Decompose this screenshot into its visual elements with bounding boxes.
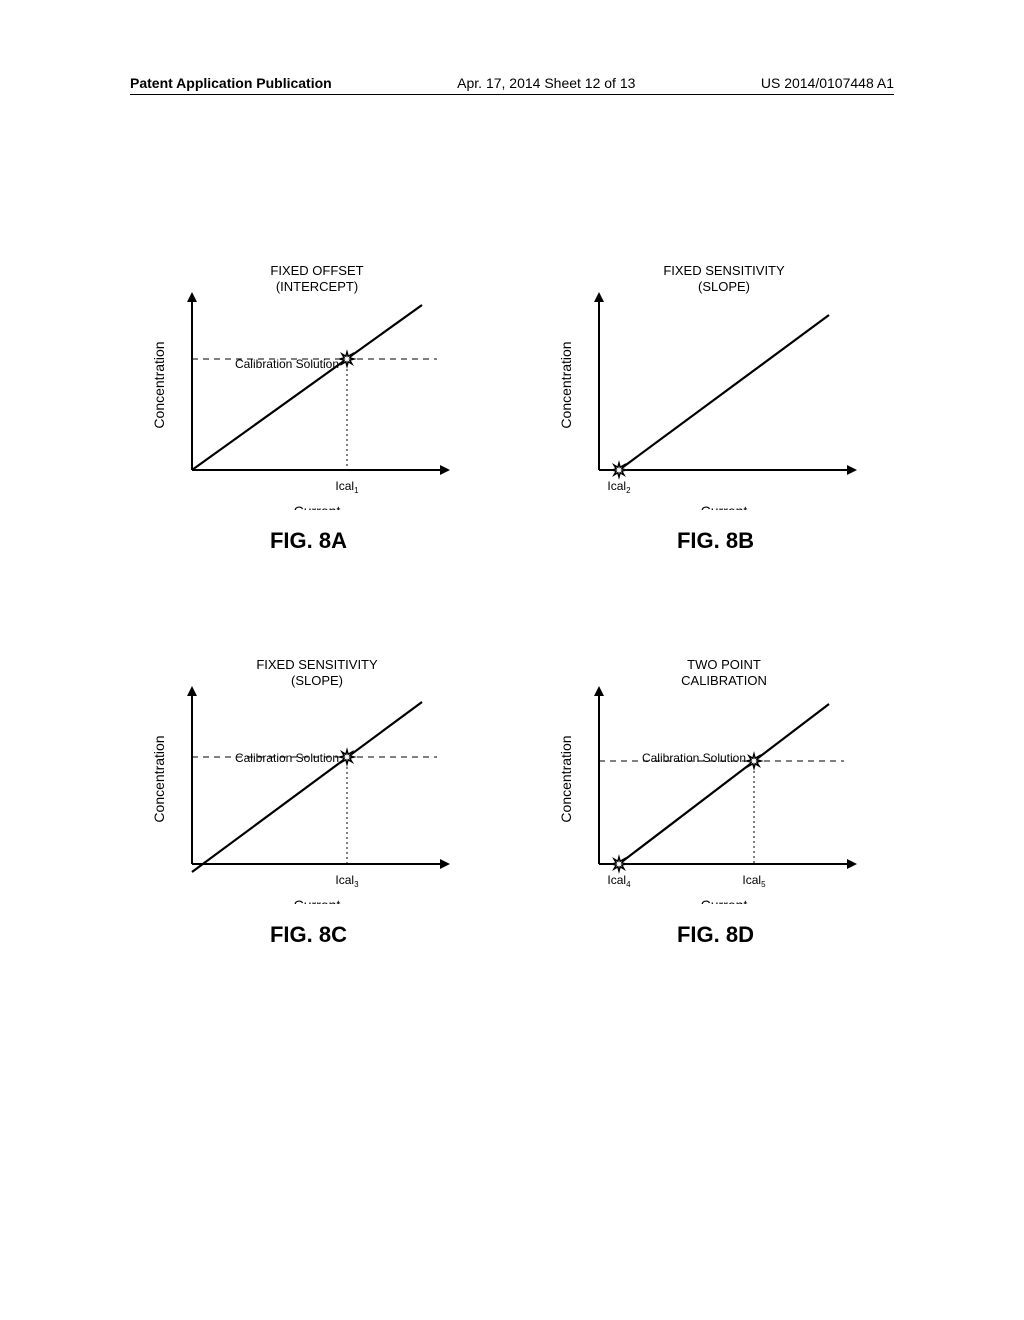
x-axis-tick-label: Ical5 <box>742 873 766 889</box>
figure-panel: FIXED SENSITIVITY(SLOPE) Concentration Cur… <box>537 260 894 554</box>
calibration-chart: FIXED SENSITIVITY(SLOPE) Concentration Cur… <box>144 654 474 904</box>
chart-title-line: FIXED SENSITIVITY <box>663 263 785 278</box>
x-axis-label: Current <box>293 503 340 510</box>
axis-arrowhead-icon <box>594 686 604 696</box>
figure-label: FIG. 8D <box>677 922 754 948</box>
chart-title-line: FIXED OFFSET <box>270 263 363 278</box>
axis-arrowhead-icon <box>594 292 604 302</box>
figure-label: FIG. 8A <box>270 528 347 554</box>
calibration-point-marker <box>340 750 354 764</box>
header-left: Patent Application Publication <box>130 75 332 91</box>
figure-label: FIG. 8B <box>677 528 754 554</box>
x-axis-tick-label: Ical4 <box>607 873 631 889</box>
axis-arrowhead-icon <box>440 465 450 475</box>
chart-area: FIXED SENSITIVITY(SLOPE) Concentration Cur… <box>144 654 474 904</box>
calibration-solution-label: Calibration Solution <box>234 751 338 765</box>
header-right: US 2014/0107448 A1 <box>761 75 894 91</box>
x-axis-tick-label: Ical1 <box>335 479 359 495</box>
calibration-line <box>192 702 422 872</box>
page-header: Patent Application Publication Apr. 17, … <box>130 75 894 95</box>
calibration-point-marker <box>612 857 626 871</box>
x-axis-label: Current <box>700 503 747 510</box>
figure-panel: TWO POINTCALIBRATION Concentration Current… <box>537 654 894 948</box>
axis-arrowhead-icon <box>187 292 197 302</box>
figure-panel: FIXED OFFSET(INTERCEPT) Concentration Curr… <box>130 260 487 554</box>
axis-arrowhead-icon <box>847 465 857 475</box>
y-axis-label: Concentration <box>558 735 574 822</box>
chart-area: FIXED OFFSET(INTERCEPT) Concentration Curr… <box>144 260 474 510</box>
chart-title-line: TWO POINT <box>687 657 761 672</box>
calibration-line <box>192 305 422 470</box>
chart-area: FIXED SENSITIVITY(SLOPE) Concentration Cur… <box>551 260 881 510</box>
chart-title-line: CALIBRATION <box>681 673 767 688</box>
axis-arrowhead-icon <box>847 859 857 869</box>
calibration-solution-label: Calibration Solution <box>641 751 745 765</box>
calibration-point-marker <box>747 754 761 768</box>
axis-arrowhead-icon <box>187 686 197 696</box>
calibration-chart: FIXED SENSITIVITY(SLOPE) Concentration Cur… <box>551 260 881 510</box>
calibration-chart: TWO POINTCALIBRATION Concentration Current… <box>551 654 881 904</box>
calibration-chart: FIXED OFFSET(INTERCEPT) Concentration Curr… <box>144 260 474 510</box>
x-axis-tick-label: Ical2 <box>607 479 631 495</box>
figure-label: FIG. 8C <box>270 922 347 948</box>
x-axis-label: Current <box>293 897 340 904</box>
x-axis-label: Current <box>700 897 747 904</box>
y-axis-label: Concentration <box>151 341 167 428</box>
x-axis-tick-label: Ical3 <box>335 873 359 889</box>
chart-title-line: (SLOPE) <box>290 673 342 688</box>
chart-title-line: FIXED SENSITIVITY <box>256 657 378 672</box>
axis-arrowhead-icon <box>440 859 450 869</box>
header-center: Apr. 17, 2014 Sheet 12 of 13 <box>457 75 635 91</box>
y-axis-label: Concentration <box>558 341 574 428</box>
figure-panel: FIXED SENSITIVITY(SLOPE) Concentration Cur… <box>130 654 487 948</box>
y-axis-label: Concentration <box>151 735 167 822</box>
calibration-line <box>619 315 829 470</box>
chart-area: TWO POINTCALIBRATION Concentration Current… <box>551 654 881 904</box>
figure-grid: FIXED OFFSET(INTERCEPT) Concentration Curr… <box>130 260 894 948</box>
chart-title-line: (INTERCEPT) <box>275 279 357 294</box>
calibration-line <box>619 704 829 864</box>
calibration-point-marker <box>340 352 354 366</box>
chart-title-line: (SLOPE) <box>697 279 749 294</box>
calibration-point-marker <box>612 463 626 477</box>
